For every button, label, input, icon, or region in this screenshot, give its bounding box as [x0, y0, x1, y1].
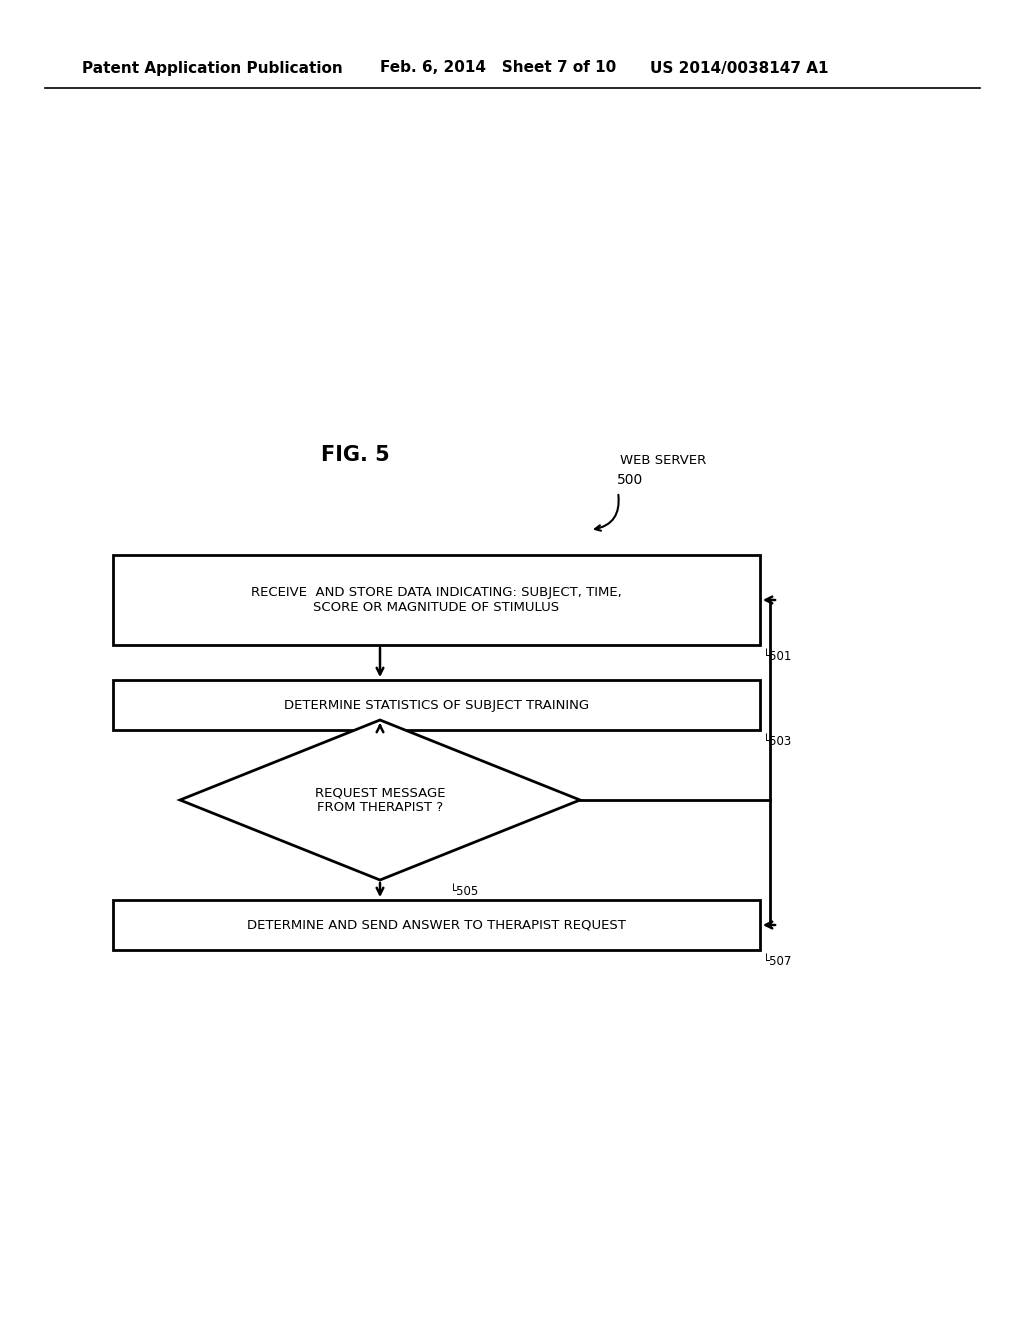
Text: REQUEST MESSAGE
FROM THERAPIST ?: REQUEST MESSAGE FROM THERAPIST ?: [314, 785, 445, 814]
Bar: [113, 554, 760, 645]
Polygon shape: [180, 719, 580, 880]
Bar: [113, 680, 760, 730]
Text: DETERMINE AND SEND ANSWER TO THERAPIST REQUEST: DETERMINE AND SEND ANSWER TO THERAPIST R…: [247, 919, 626, 932]
Text: US 2014/0038147 A1: US 2014/0038147 A1: [650, 61, 828, 75]
Text: Feb. 6, 2014   Sheet 7 of 10: Feb. 6, 2014 Sheet 7 of 10: [380, 61, 616, 75]
FancyArrowPatch shape: [595, 495, 618, 531]
Text: └503: └503: [763, 735, 793, 748]
Text: 500: 500: [617, 473, 643, 487]
Bar: [113, 900, 760, 950]
Text: FIG. 5: FIG. 5: [321, 445, 389, 465]
Text: RECEIVE  AND STORE DATA INDICATING: SUBJECT, TIME,
SCORE OR MAGNITUDE OF STIMULU: RECEIVE AND STORE DATA INDICATING: SUBJE…: [251, 586, 622, 614]
Text: Patent Application Publication: Patent Application Publication: [82, 61, 343, 75]
Text: DETERMINE STATISTICS OF SUBJECT TRAINING: DETERMINE STATISTICS OF SUBJECT TRAINING: [284, 698, 589, 711]
Text: WEB SERVER: WEB SERVER: [620, 454, 707, 466]
Text: └507: └507: [763, 954, 793, 968]
Text: └505: └505: [450, 884, 479, 898]
Text: └501: └501: [763, 649, 793, 663]
